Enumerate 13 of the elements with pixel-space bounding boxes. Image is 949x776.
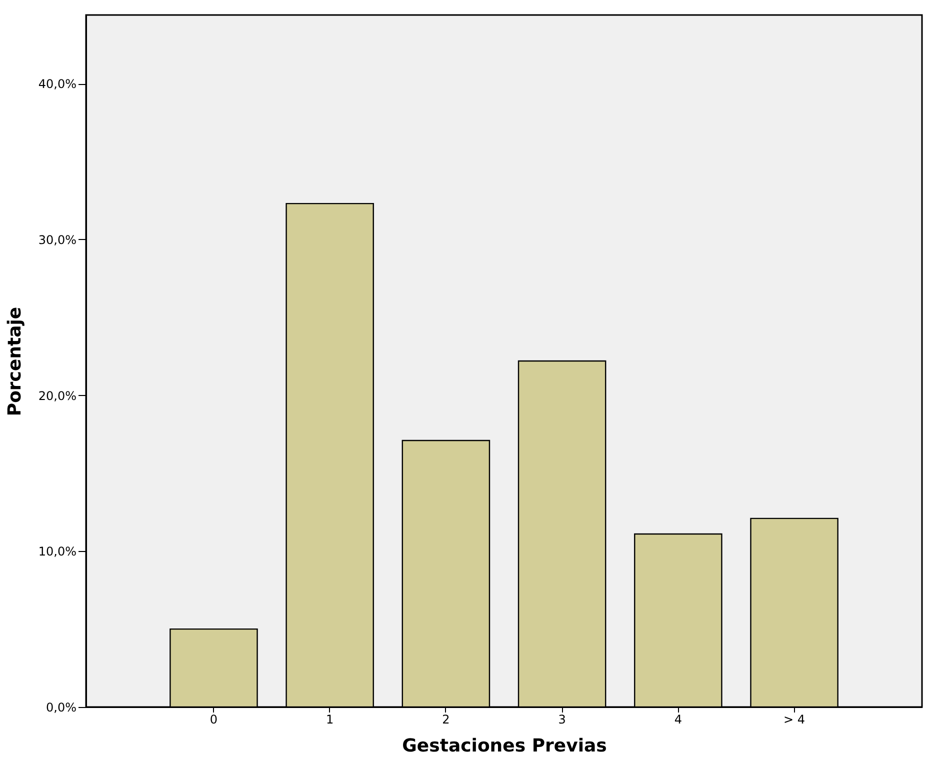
- y-tick-label: 10,0%: [38, 544, 76, 559]
- y-tick-label: 0,0%: [46, 700, 76, 714]
- x-axis-title: Gestaciones Previas: [402, 736, 607, 756]
- y-axis-title: Porcentaje: [4, 306, 26, 416]
- x-tick-label: 0: [210, 712, 218, 726]
- y-tick-label: 40,0%: [38, 77, 76, 92]
- x-tick-label: 2: [442, 712, 450, 726]
- y-tick-label: 20,0%: [38, 388, 76, 403]
- y-tick-label: 30,0%: [38, 232, 76, 247]
- x-tick-label: > 4: [784, 712, 806, 726]
- x-tick-label: 4: [674, 712, 682, 726]
- x-tick-label: 1: [326, 712, 334, 726]
- x-tick-label: 3: [558, 712, 566, 726]
